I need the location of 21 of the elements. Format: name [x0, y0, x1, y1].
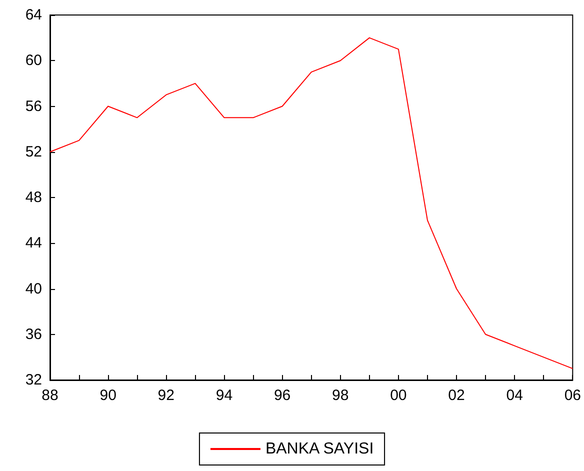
x-tick-label: 90 — [100, 387, 116, 404]
legend-label: BANKA SAYISI — [265, 440, 374, 458]
x-tick-label: 02 — [448, 387, 465, 404]
y-tick-label: 64 — [25, 6, 42, 24]
y-tick-label: 36 — [25, 326, 42, 343]
y-tick-label: 32 — [25, 372, 42, 388]
x-tick-label: 98 — [332, 387, 349, 404]
x-tick-label: 96 — [274, 387, 291, 404]
y-tick-label: 40 — [25, 280, 42, 298]
y-tick-label: 44 — [25, 234, 42, 252]
y-tick-label: 56 — [25, 98, 42, 115]
y-tick-label: 52 — [25, 143, 42, 160]
x-tick-label: 00 — [390, 387, 407, 404]
x-tick-label: 94 — [216, 387, 233, 404]
x-tick-label: 06 — [564, 387, 581, 404]
y-tick-label: 48 — [25, 189, 42, 206]
y-tick-label: 60 — [25, 52, 42, 70]
x-tick-label: 88 — [42, 387, 58, 404]
x-tick-label: 04 — [506, 387, 523, 404]
x-tick-label: 92 — [158, 387, 174, 404]
line-series — [50, 37, 574, 370]
